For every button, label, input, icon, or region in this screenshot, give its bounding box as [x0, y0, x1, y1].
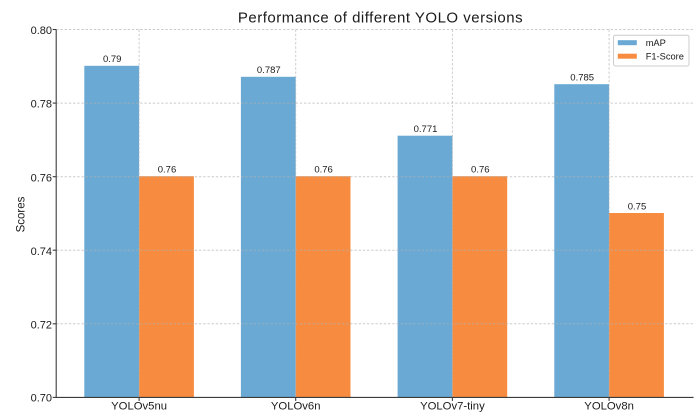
svg-text:0.80: 0.80	[31, 25, 52, 37]
svg-text:0.785: 0.785	[570, 73, 594, 84]
svg-text:YOLOv6n: YOLOv6n	[271, 401, 321, 413]
svg-text:0.787: 0.787	[257, 65, 281, 76]
svg-text:Performance of different YOLO: Performance of different YOLO versions	[238, 10, 523, 27]
svg-text:YOLOv8n: YOLOv8n	[584, 401, 634, 413]
svg-text:0.76: 0.76	[31, 172, 52, 184]
svg-text:0.78: 0.78	[31, 99, 52, 111]
svg-text:0.76: 0.76	[158, 165, 177, 176]
svg-text:mAP: mAP	[646, 38, 666, 48]
svg-text:0.771: 0.771	[414, 124, 438, 135]
svg-text:0.76: 0.76	[471, 165, 490, 176]
svg-text:YOLOv7-tiny: YOLOv7-tiny	[420, 401, 485, 413]
svg-text:F1-Score: F1-Score	[646, 51, 684, 61]
svg-text:0.75: 0.75	[628, 201, 647, 212]
svg-text:Scores: Scores	[16, 196, 28, 232]
svg-text:0.79: 0.79	[103, 54, 122, 65]
svg-text:YOLOv5nu: YOLOv5nu	[111, 401, 167, 413]
svg-text:0.74: 0.74	[31, 246, 52, 258]
svg-text:0.76: 0.76	[314, 165, 333, 176]
svg-text:0.72: 0.72	[31, 319, 52, 331]
svg-text:0.70: 0.70	[31, 393, 52, 405]
